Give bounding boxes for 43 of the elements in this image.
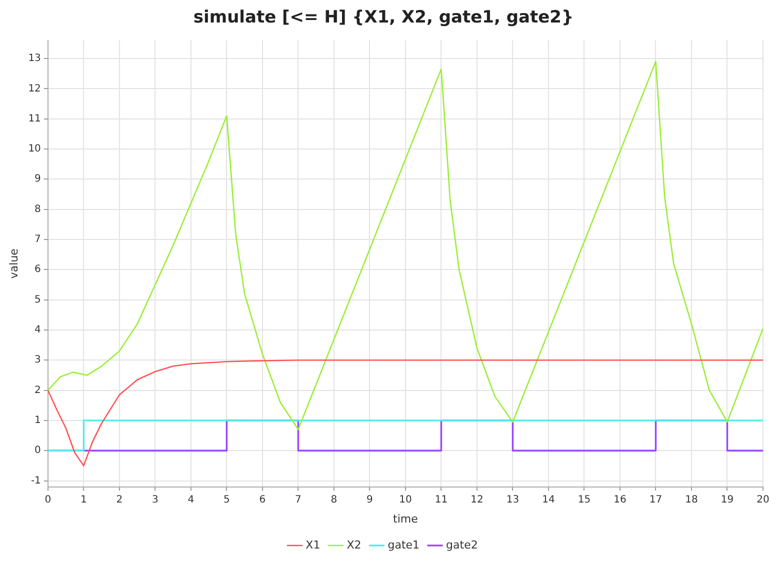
y-tick-label: 1	[34, 415, 41, 426]
legend-label: X1	[306, 538, 320, 552]
x-tick-label: 13	[506, 494, 520, 506]
y-tick-label: 5	[34, 294, 41, 306]
x-axis-title: time	[393, 512, 418, 526]
legend-label: gate2	[446, 538, 478, 552]
chart-title: simulate [<= H] {X1, X2, gate1, gate2}	[193, 8, 574, 28]
x-tick-label: 10	[399, 494, 412, 506]
y-tick-label: 4	[34, 324, 41, 336]
legend-label: X2	[346, 538, 362, 552]
x-tick-label: 18	[685, 494, 698, 506]
x-tick-label: 9	[366, 494, 373, 506]
y-tick-label: 12	[28, 83, 41, 94]
y-tick-label: 6	[34, 264, 41, 276]
y-tick-label: 0	[34, 445, 41, 456]
x-tick-label: 11	[434, 494, 448, 506]
x-tick-label: 16	[614, 494, 626, 506]
x-tick-label: 4	[188, 494, 194, 506]
x-tick-label: 19	[720, 494, 734, 506]
x-tick-label: 6	[259, 494, 266, 506]
x-tick-label: 0	[44, 494, 52, 506]
y-tick-label: 8	[34, 204, 41, 215]
y-tick-label: 9	[34, 174, 41, 185]
y-tick-label: 11	[28, 113, 41, 124]
x-tick-label: 14	[542, 494, 555, 506]
y-tick-label: 3	[34, 354, 41, 366]
x-tick-label: 12	[470, 494, 484, 506]
y-tick-label: 10	[28, 144, 41, 155]
x-tick-label: 2	[116, 494, 123, 506]
y-tick-label: 2	[34, 384, 41, 396]
legend-label: gate1	[388, 538, 420, 552]
y-tick-label: -1	[30, 475, 41, 486]
y-axis-title: value	[7, 248, 20, 279]
x-tick-label: 5	[224, 494, 230, 506]
x-tick-label: 7	[295, 494, 302, 506]
x-tick-label: 20	[756, 494, 770, 506]
y-tick-label: 7	[34, 234, 41, 246]
x-tick-label: 8	[330, 494, 338, 506]
y-tick-label: 13	[28, 53, 41, 64]
x-tick-label: 15	[578, 494, 591, 506]
x-tick-label: 3	[152, 494, 158, 506]
x-tick-label: 1	[80, 494, 87, 506]
x-tick-label: 17	[649, 494, 662, 506]
